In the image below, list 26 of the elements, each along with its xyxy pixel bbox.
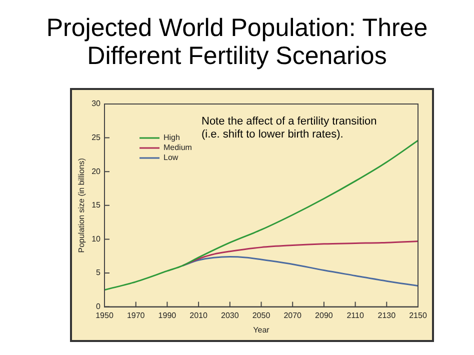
annotation: Note the affect of a fertility transition (i.e. shift to lower birth rates). — [202, 116, 377, 141]
x-tick-label: 2010 — [190, 310, 208, 320]
y-tick-label: 25 — [92, 133, 102, 142]
chart-title: Projected World Population: Three Different Fertility Scenarios — [45, 13, 429, 72]
x-tick-label: 2030 — [221, 310, 240, 320]
x-tick-label: 2150 — [409, 310, 428, 320]
y-tick-label: 5 — [96, 268, 102, 278]
y-tick-label: 30 — [92, 99, 102, 108]
legend-label: Medium — [164, 143, 192, 152]
x-tick-label: 2050 — [252, 310, 271, 320]
y-tick-label: 15 — [92, 200, 102, 210]
x-tick-label: 1950 — [96, 310, 114, 320]
x-axis-title: Year — [253, 325, 270, 334]
x-tick-label: 2090 — [315, 310, 334, 320]
y-tick-label: 20 — [92, 166, 102, 176]
legend-label: High — [164, 133, 180, 142]
line-series — [182, 240, 418, 266]
x-tick-label: 2110 — [346, 310, 364, 320]
y-tick-label: 0 — [96, 302, 102, 312]
x-tick-label: 1970 — [126, 310, 146, 320]
y-axis-title: Population size (in billions) — [77, 158, 86, 253]
x-tick-label: 1990 — [158, 310, 177, 320]
y-tick-label: 10 — [92, 234, 102, 244]
x-tick-label: 2130 — [378, 310, 396, 320]
x-tick-label: 2070 — [284, 310, 302, 320]
legend-label: Low — [164, 153, 178, 162]
